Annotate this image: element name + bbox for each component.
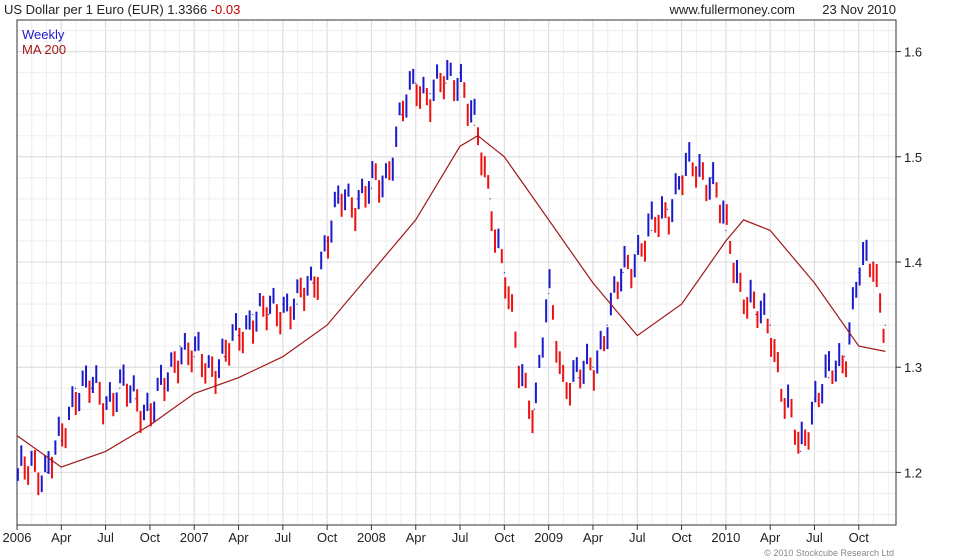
chart-header-source: www.fullermoney.com 23 Nov 2010 (670, 2, 896, 17)
weekly-point (755, 313, 757, 316)
weekly-point (149, 408, 151, 410)
weekly-point (680, 177, 683, 179)
weekly-point (429, 93, 431, 95)
weekly-point (517, 366, 520, 368)
weekly-point (370, 187, 373, 189)
weekly-point (695, 166, 697, 168)
weekly-point (252, 313, 254, 316)
weekly-point (622, 271, 624, 274)
x-tick-label: Oct (317, 530, 338, 545)
weekly-point (237, 335, 240, 337)
x-tick-label: Jul (452, 530, 469, 545)
x-tick-label: Oct (494, 530, 515, 545)
weekly-point (340, 198, 342, 200)
weekly-point (179, 345, 181, 347)
x-tick-label: 2006 (3, 530, 32, 545)
weekly-point (783, 398, 785, 400)
x-tick-label: Jul (629, 530, 646, 545)
weekly-point (666, 208, 668, 210)
x-tick-label: Apr (406, 530, 427, 545)
series-title: US Dollar per 1 Euro (EUR) (4, 2, 164, 17)
chart-header-title: US Dollar per 1 Euro (EUR) 1.3366 -0.03 (4, 2, 240, 17)
weekly-point (400, 114, 403, 116)
x-tick-label: Oct (671, 530, 692, 545)
weekly-point (445, 82, 447, 84)
weekly-point (711, 177, 713, 179)
weekly-point (16, 482, 18, 484)
y-tick-label: 1.4 (904, 255, 922, 270)
weekly-point (135, 398, 137, 400)
x-tick-label: 2008 (357, 530, 386, 545)
weekly-point (813, 398, 816, 400)
y-tick-label: 1.3 (904, 360, 922, 375)
weekly-point (606, 324, 608, 326)
last-value: 1.3366 (167, 2, 208, 17)
x-tick-label: 2007 (180, 530, 209, 545)
weekly-point (282, 303, 284, 305)
weekly-point (828, 377, 830, 379)
weekly-point (385, 177, 387, 179)
copyright-note: © 2010 Stockcube Research Ltd (764, 548, 894, 558)
legend-entry: Weekly (22, 27, 65, 42)
y-tick-label: 1.2 (904, 465, 922, 480)
weekly-point (844, 356, 846, 358)
y-tick-label: 1.5 (904, 150, 922, 165)
weekly-point (650, 229, 653, 232)
x-tick-label: Jul (806, 530, 823, 545)
weekly-point (473, 124, 475, 126)
x-tick-label: Apr (51, 530, 72, 545)
weekly-point (636, 250, 638, 253)
weekly-point (725, 229, 727, 232)
x-tick-label: Oct (140, 530, 161, 545)
weekly-point (533, 408, 536, 410)
weekly-point (46, 471, 48, 473)
site-link[interactable]: www.fullermoney.com (669, 2, 796, 17)
weekly-point (90, 387, 93, 389)
weekly-point (592, 366, 594, 368)
plot-frame (16, 19, 897, 526)
x-tick-label: 2009 (534, 530, 563, 545)
weekly-point (739, 282, 741, 284)
change-value: -0.03 (210, 2, 241, 17)
weekly-point (193, 356, 195, 358)
weekly-point (884, 324, 886, 326)
x-tick-label: Oct (849, 530, 870, 545)
weekly-point (30, 461, 32, 463)
weekly-point (207, 366, 209, 368)
weekly-point (489, 198, 491, 200)
weekly-point (326, 240, 328, 242)
x-tick-label: Jul (275, 530, 292, 545)
weekly-point (119, 387, 121, 389)
weekly-point (223, 356, 225, 358)
y-tick-label: 1.6 (904, 45, 922, 60)
weekly-point (163, 387, 165, 389)
weekly-point (562, 377, 564, 379)
weekly-point (312, 282, 314, 284)
weekly-point (872, 261, 874, 263)
x-tick-label: Apr (583, 530, 604, 545)
weekly-point (74, 387, 77, 389)
x-tick-label: 2010 (711, 530, 740, 545)
weekly-point (578, 377, 580, 379)
weekly-point (60, 440, 62, 442)
weekly-point (356, 198, 358, 200)
weekly-point (858, 271, 860, 274)
weekly-point (799, 450, 801, 452)
x-tick-label: Jul (97, 530, 114, 545)
weekly-point (105, 398, 107, 400)
weekly-point (459, 72, 461, 74)
weekly-point (296, 303, 298, 305)
weekly-point (415, 82, 417, 84)
chart-date: 23 Nov 2010 (822, 2, 896, 17)
x-tick-label: Apr (228, 530, 249, 545)
ma-200-line (16, 134, 886, 468)
weekly-point (503, 271, 505, 274)
weekly-point (769, 324, 771, 326)
weekly-point (268, 313, 270, 316)
x-tick-label: Apr (760, 530, 781, 545)
weekly-point (548, 292, 550, 295)
legend-entry: MA 200 (22, 42, 66, 57)
